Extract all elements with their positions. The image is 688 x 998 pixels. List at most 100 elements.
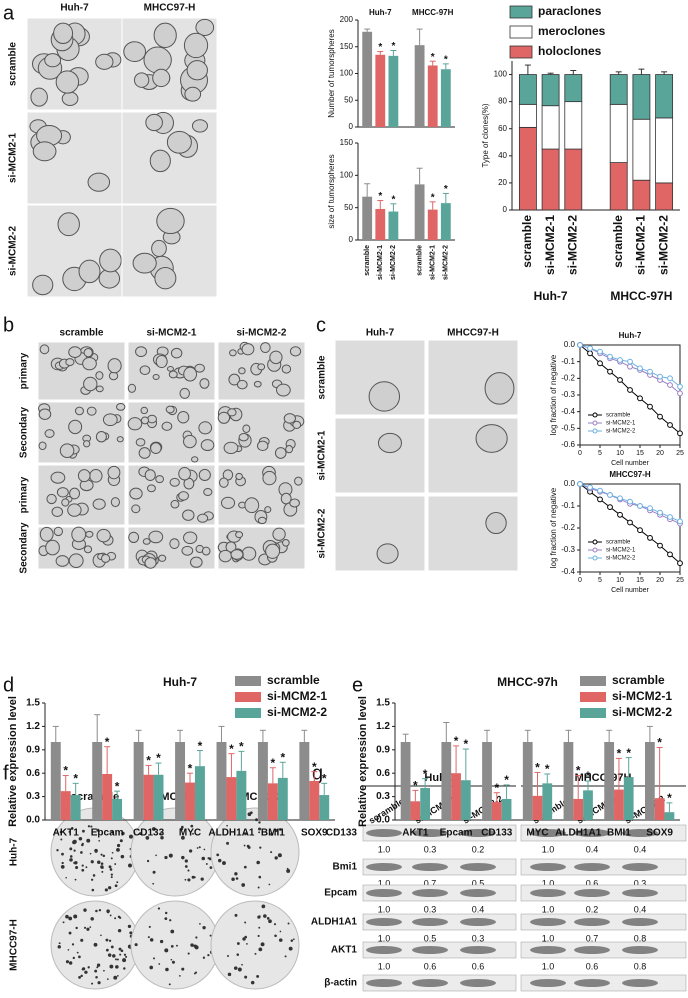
colony	[278, 938, 283, 942]
colony	[96, 828, 100, 832]
bar	[563, 742, 574, 820]
cell-sphere	[241, 546, 257, 561]
point	[637, 365, 643, 372]
colony	[244, 832, 247, 836]
colony	[119, 953, 122, 956]
bar	[644, 742, 655, 820]
colony	[274, 856, 278, 860]
blot-value: 0.3	[424, 844, 437, 854]
bar	[299, 742, 310, 820]
colony	[286, 869, 291, 873]
colony	[118, 947, 122, 951]
legend-swatch	[235, 708, 261, 718]
significance: *	[413, 779, 418, 793]
bar-segment	[632, 74, 651, 120]
colony	[81, 864, 84, 867]
bar	[226, 777, 237, 820]
colony	[257, 934, 260, 937]
point	[627, 519, 633, 526]
cell-sphere	[195, 18, 215, 36]
cell-sphere	[377, 432, 402, 454]
cell-sphere	[39, 344, 50, 355]
cell-sphere	[38, 441, 47, 451]
colony	[249, 811, 253, 815]
blot-value: 0.5	[472, 878, 485, 888]
y-tick-label: -0.1	[561, 357, 575, 366]
blot-value: 0.8	[634, 933, 647, 943]
cell-sphere	[282, 538, 290, 547]
row-label: Secondary	[19, 522, 30, 574]
x-tick-label: Epcam	[91, 828, 124, 839]
cell-sphere	[235, 472, 243, 481]
colony	[121, 831, 125, 836]
colony	[87, 825, 91, 828]
row-label: si-MCM2-1	[317, 430, 328, 480]
cell-sphere	[150, 442, 162, 455]
cell-sphere	[241, 343, 255, 356]
point	[647, 368, 653, 375]
legend-marker	[592, 412, 598, 418]
cell-sphere	[95, 371, 104, 380]
x-tick-label: AKT1	[53, 828, 80, 839]
cell-sphere	[46, 493, 57, 505]
colony	[98, 909, 102, 912]
colony	[194, 945, 199, 950]
colony	[65, 914, 69, 919]
row-label: primary	[19, 476, 30, 513]
colony	[138, 832, 142, 835]
bar-segment	[655, 182, 674, 211]
dish	[210, 900, 300, 990]
x-tick-label: 10	[616, 450, 624, 457]
cell-sphere	[82, 356, 97, 371]
colony	[125, 955, 128, 958]
legend-label: si-MCM2-2	[267, 705, 327, 719]
blot-label: Bmi1	[333, 862, 358, 873]
blot-band	[460, 829, 496, 837]
colony	[59, 830, 63, 834]
point	[607, 353, 613, 360]
colony	[90, 860, 94, 864]
micrograph	[334, 417, 426, 494]
point	[607, 368, 613, 375]
cell-sphere	[289, 346, 302, 357]
cell-sphere	[116, 436, 124, 443]
bar-segment	[518, 74, 537, 105]
colony	[57, 945, 61, 949]
blot-band	[530, 863, 566, 871]
blot-value: 0.7	[586, 933, 599, 943]
colony	[127, 924, 132, 928]
y-tick-label: 0	[349, 122, 354, 131]
cell-sphere	[229, 349, 237, 357]
colony	[254, 952, 257, 955]
cell-sphere	[129, 487, 143, 500]
point	[677, 560, 683, 567]
micrograph	[427, 417, 519, 494]
row-label: Huh-7	[9, 837, 20, 866]
group-label: MHCC-97H	[610, 289, 672, 303]
cell-sphere	[264, 506, 272, 514]
blot-value: 0.2	[586, 904, 599, 914]
legend-label: si-MCM2-1	[606, 421, 636, 427]
cell-sphere	[144, 557, 157, 569]
colony	[106, 909, 110, 913]
colony	[290, 939, 294, 942]
bar-segment	[518, 126, 537, 211]
x-tick-label: BMI1	[261, 828, 285, 839]
cell-sphere	[197, 513, 209, 523]
colony	[95, 909, 98, 913]
cell-sphere	[96, 528, 111, 543]
colony	[216, 853, 220, 857]
point	[647, 535, 653, 541]
bar	[654, 798, 665, 820]
legend-swatch	[580, 708, 606, 718]
cell-sphere	[123, 41, 147, 62]
colony	[82, 829, 85, 833]
bar-segment	[632, 179, 651, 211]
legend-label: scramble	[606, 413, 631, 419]
colony	[207, 857, 210, 860]
colony	[205, 863, 208, 865]
colony	[114, 884, 118, 888]
point	[627, 387, 633, 393]
blot-value: 0.8	[634, 961, 647, 971]
colony	[95, 975, 98, 979]
